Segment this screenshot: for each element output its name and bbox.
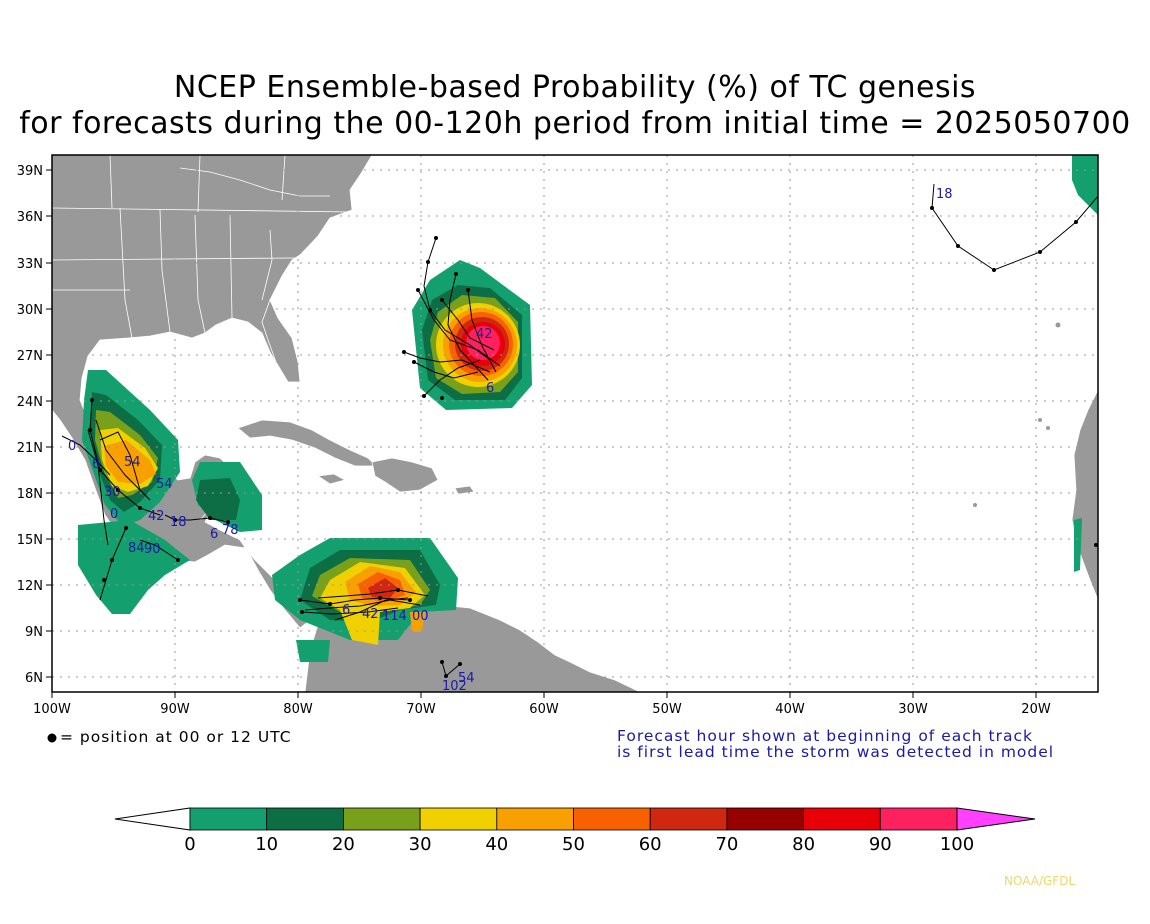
- colorbar-segment: [803, 807, 881, 831]
- colorbar-segment: [879, 807, 958, 831]
- prob-field-caribbean: [272, 538, 458, 662]
- credit-label: NOAA/GFDL: [1004, 874, 1076, 888]
- label-gulf-0a: 0: [68, 439, 76, 454]
- colorbar-tick-label: 100: [940, 834, 974, 855]
- lat-label-6n: 6N: [25, 671, 43, 686]
- colorbar-tick-label: 70: [715, 834, 738, 855]
- lat-label-36n: 36N: [17, 210, 43, 225]
- colorbar: 0 10 20 30 40 50 60 70 80 90 100: [114, 807, 1036, 855]
- latitude-axis: 39N 36N 33N 30N 27N 24N 21N 18N 15N 12N …: [17, 164, 52, 686]
- lat-label-9n: 9N: [25, 625, 43, 640]
- position-marker-note: = position at 00 or 12 UTC: [46, 728, 292, 746]
- colorbar-right-arrow: [956, 807, 1036, 831]
- label-ca-54: 54: [156, 477, 173, 492]
- label-gulf-30: 30: [104, 485, 121, 500]
- forecast-note-line2: is first lead time the storm was detecte…: [617, 743, 1055, 761]
- lon-label-100w: 100W: [33, 702, 71, 717]
- colorbar-tick-label: 20: [332, 834, 355, 855]
- prob-field-gulf: [78, 370, 262, 614]
- label-car-114: 114: [382, 609, 407, 624]
- bahamas-islands: [319, 380, 369, 424]
- label-ven-102: 102: [442, 679, 467, 694]
- colorbar-tick-label: 50: [562, 834, 585, 855]
- lat-label-30n: 30N: [17, 303, 43, 318]
- lon-label-20w: 20W: [1021, 702, 1051, 717]
- lat-label-27n: 27N: [17, 349, 43, 364]
- lon-label-90w: 90W: [160, 702, 190, 717]
- colorbar-segment: [266, 807, 344, 831]
- lon-label-30w: 30W: [898, 702, 928, 717]
- label-ven-54: 54: [458, 671, 475, 686]
- lat-label-21n: 21N: [17, 441, 43, 456]
- lon-label-60w: 60W: [529, 702, 559, 717]
- lat-label-24n: 24N: [17, 395, 43, 410]
- label-car-00: 00: [412, 609, 429, 624]
- florida-land: [261, 298, 301, 383]
- colorbar-tick-label: 0: [184, 834, 195, 855]
- colorbar-segment: [496, 807, 574, 831]
- label-bermuda-6: 6: [486, 381, 494, 396]
- colorbar-segment: [342, 807, 421, 831]
- lon-label-40w: 40W: [775, 702, 805, 717]
- lon-label-70w: 70W: [406, 702, 436, 717]
- track-hour-labels: 18 42 6 0 6 54 30 0 42 18 78 84 90 54 6 …: [68, 187, 953, 694]
- label-gulf-54: 54: [124, 455, 141, 470]
- colorbar-tick-label: 10: [255, 834, 278, 855]
- prob-field-atlantic: [412, 260, 532, 410]
- label-gulf-18: 18: [170, 515, 187, 530]
- lat-label-33n: 33N: [17, 257, 43, 272]
- label-car-6: 6: [342, 603, 350, 618]
- border-lines: [52, 155, 353, 521]
- forecast-note-line1: Forecast hour shown at beginning of each…: [617, 727, 1033, 745]
- jamaica-land: [316, 473, 347, 485]
- lat-lon-grid: [52, 155, 1098, 692]
- lon-label-80w: 80W: [283, 702, 313, 717]
- lat-label-39n: 39N: [17, 164, 43, 179]
- chart-subtitle: for forecasts during the 00-120h period …: [19, 106, 1131, 141]
- label-ca-90: 90: [144, 542, 161, 557]
- colorbar-segment: [419, 807, 498, 831]
- label-gulf-42: 42: [148, 509, 165, 524]
- lat-label-18n: 18N: [17, 487, 43, 502]
- colorbar-segment: [189, 807, 268, 831]
- puerto-rico-land: [454, 485, 475, 495]
- colorbar-tick-label: 90: [869, 834, 892, 855]
- colorbar-left-arrow: [114, 807, 191, 831]
- colorbar-tick-label: 30: [409, 834, 432, 855]
- position-marker-dot: [47, 733, 57, 743]
- label-bermuda-42: 42: [476, 327, 493, 342]
- lat-label-12n: 12N: [17, 579, 43, 594]
- forecast-hour-note: Forecast hour shown at beginning of each…: [617, 728, 1054, 760]
- colorbar-segment: [726, 807, 805, 831]
- colorbar-tick-label: 40: [485, 834, 508, 855]
- prob-field-northeast: [1072, 155, 1098, 215]
- atlantic-islands: [973, 322, 1061, 507]
- label-gulf-78: 78: [222, 523, 239, 538]
- chart-title: NCEP Ensemble-based Probability (%) of T…: [173, 70, 977, 105]
- lat-label-15n: 15N: [17, 533, 43, 548]
- label-gulf-6: 6: [92, 457, 100, 472]
- label-car-42: 42: [362, 607, 379, 622]
- colorbar-segment: [649, 807, 728, 831]
- prob-field-africa: [1074, 518, 1082, 572]
- colorbar-tick-label: 60: [639, 834, 662, 855]
- label-ca-6: 6: [210, 527, 218, 542]
- longitude-axis: 100W 90W 80W 70W 60W 50W 40W 30W 20W: [33, 692, 1051, 717]
- map-frame: [51, 154, 1099, 693]
- label-gulf-0b: 0: [110, 507, 118, 522]
- label-ne-18: 18: [936, 187, 953, 202]
- colorbar-segment: [573, 807, 651, 831]
- lon-label-50w: 50W: [652, 702, 682, 717]
- track-position-markers: [88, 206, 1098, 678]
- label-ca-84: 84: [128, 541, 145, 556]
- colorbar-tick-label: 80: [792, 834, 815, 855]
- position-marker-text: = position at 00 or 12 UTC: [60, 728, 292, 746]
